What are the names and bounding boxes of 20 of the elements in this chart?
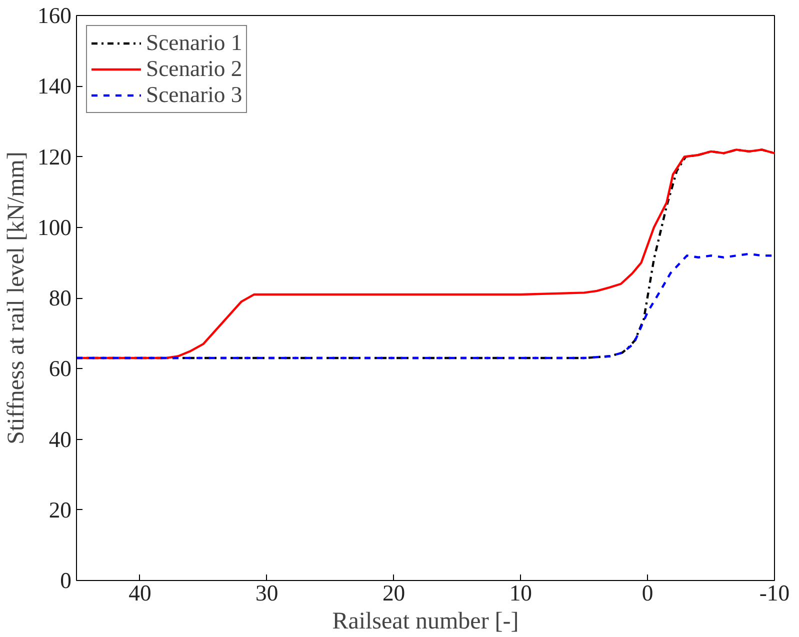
- y-tick-label: 100: [38, 214, 72, 240]
- x-tick-label: 20: [382, 580, 406, 606]
- line-series: [76, 252, 774, 360]
- x-tick-label: 0: [642, 580, 654, 606]
- y-tick-label: 80: [48, 286, 72, 310]
- y-tick-label: 160: [38, 3, 72, 28]
- x-axis-title: Railseat number [-]: [332, 608, 519, 634]
- y-tick-label: 60: [48, 356, 72, 382]
- x-tick-label: 30: [256, 580, 278, 606]
- legend-label: Scenario 3: [146, 82, 242, 108]
- legend-label: Scenario 2: [146, 56, 242, 82]
- x-tick-label: 40: [128, 580, 152, 606]
- y-tick-label: 120: [38, 144, 72, 170]
- y-axis-title: Stiffness at rail level [kN/mm]: [4, 152, 30, 444]
- x-tick-label: 10: [509, 580, 532, 606]
- x-tick-label: -10: [759, 580, 790, 606]
- y-tick-label: 40: [48, 426, 72, 452]
- y-tick-label: 20: [48, 497, 72, 522]
- y-tick-label: 140: [38, 74, 72, 99]
- legend-label: Scenario 1: [146, 30, 242, 56]
